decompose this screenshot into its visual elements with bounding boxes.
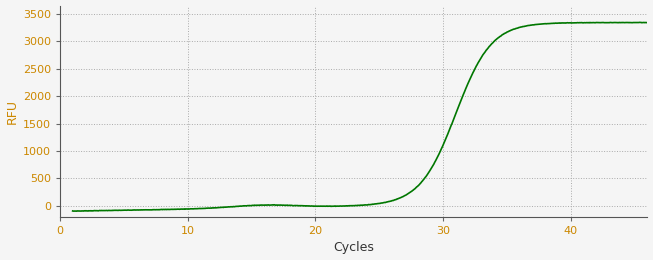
Y-axis label: RFU: RFU xyxy=(6,99,18,124)
X-axis label: Cycles: Cycles xyxy=(333,242,374,255)
